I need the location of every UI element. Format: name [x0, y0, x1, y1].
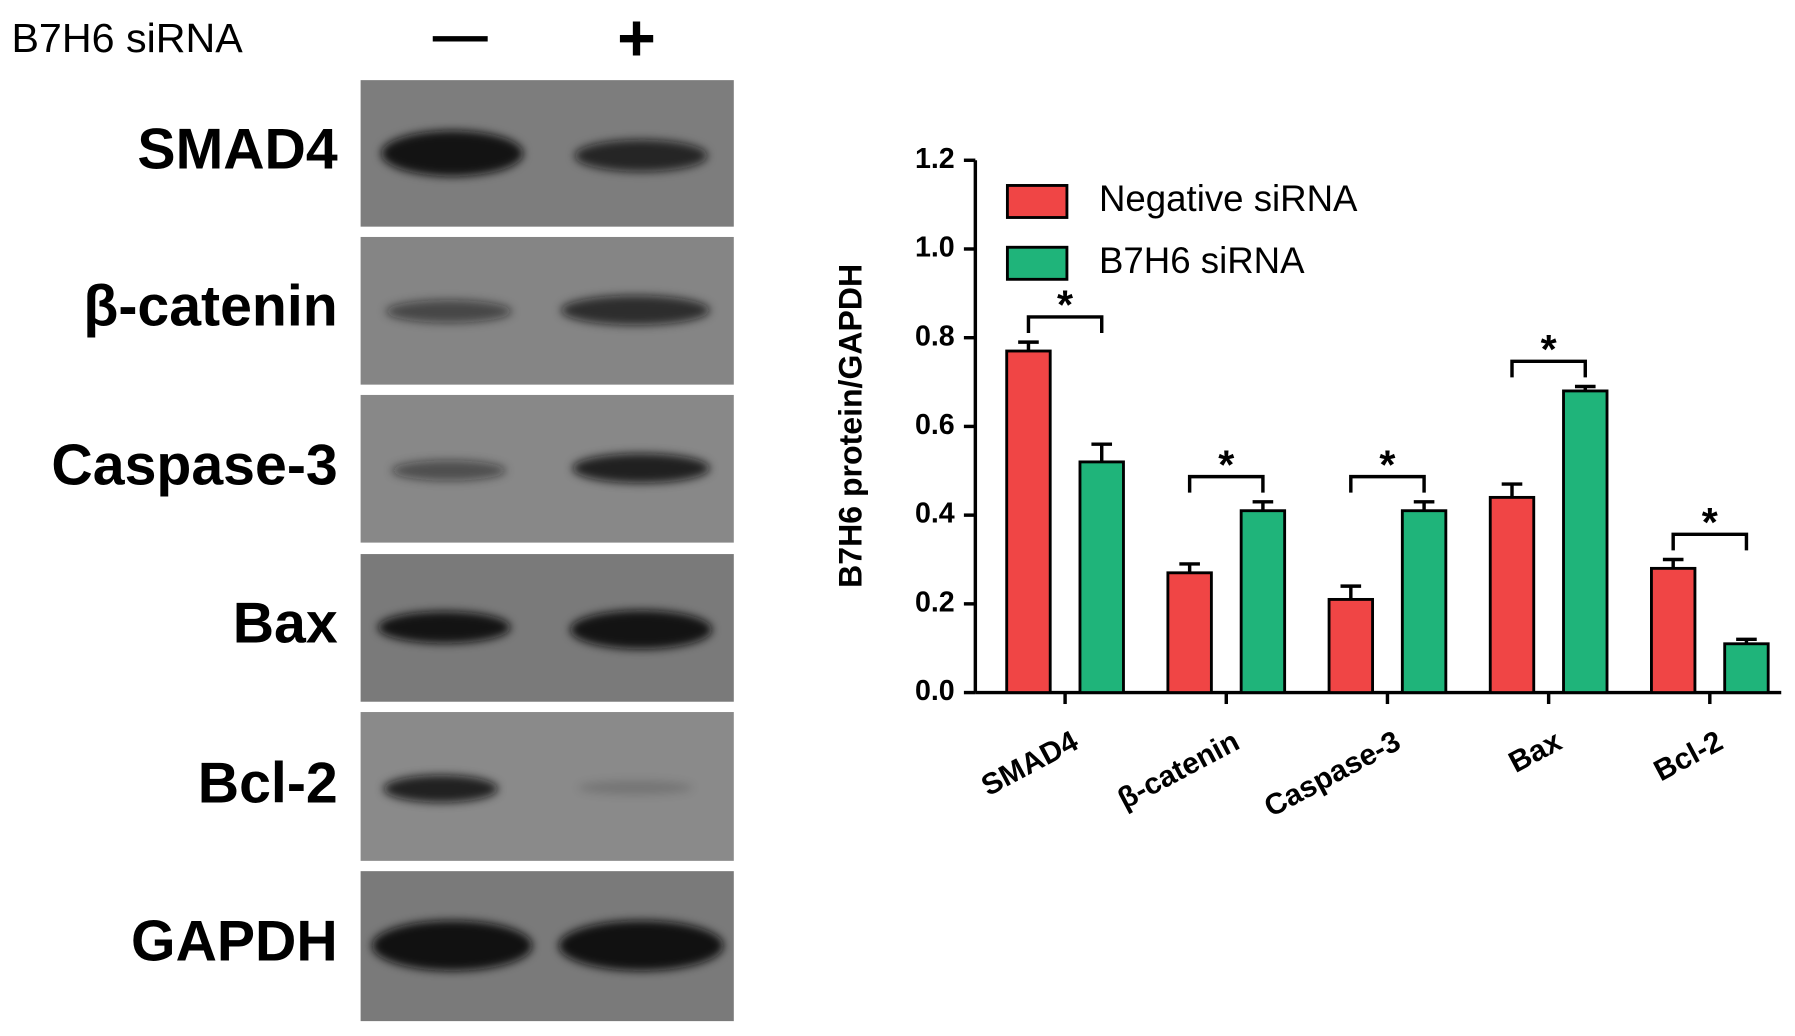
x-tick-label: β-catenin — [1112, 725, 1244, 816]
significance-star: * — [1379, 441, 1395, 487]
band — [578, 780, 693, 795]
blot-row-label: Bax — [233, 591, 338, 655]
legend-label: B7H6 siRNA — [1099, 240, 1305, 281]
band — [377, 611, 511, 644]
significance-star: * — [1541, 326, 1557, 372]
bar — [1239, 509, 1287, 695]
significance-bracket — [1187, 474, 1265, 493]
blot-row-label: Bcl-2 — [198, 752, 338, 816]
significance-star: * — [1218, 441, 1234, 487]
significance-star: * — [1057, 282, 1073, 328]
y-tick-label: 1.2 — [915, 143, 955, 175]
band — [372, 920, 533, 971]
band — [570, 610, 713, 650]
blot-row-label: GAPDH — [131, 910, 338, 974]
x-tick-label: Bax — [1503, 724, 1567, 779]
blot-row-label: Caspase-3 — [51, 433, 337, 497]
bar — [1327, 597, 1375, 695]
band — [572, 453, 710, 484]
y-tick-label: 0.8 — [915, 320, 955, 352]
lane-label: — — [433, 3, 488, 65]
blot-row-label: SMAD4 — [137, 118, 337, 182]
y-tick-label: 0.6 — [915, 409, 955, 441]
band — [574, 139, 708, 172]
significance-bracket — [1026, 315, 1104, 333]
band — [560, 295, 710, 326]
bar — [1078, 460, 1125, 695]
band — [558, 920, 724, 971]
y-tick-label: 0.0 — [915, 675, 955, 707]
blot-header: B7H6 siRNA — [11, 15, 243, 61]
blot-row-label: β-catenin — [83, 274, 337, 338]
band — [381, 130, 524, 177]
bar — [1562, 389, 1609, 695]
significance-bracket — [1349, 474, 1426, 493]
significance-bracket — [1510, 359, 1587, 378]
x-tick-label: Caspase-3 — [1259, 725, 1406, 824]
bar-chart: B7H6 protein/GAPDH 0.0 0.2 0.4 0.6 0.8 1.0 1.2… — [832, 143, 1782, 824]
bar — [1166, 571, 1213, 695]
blot-bands — [372, 130, 724, 971]
bar — [1488, 495, 1536, 695]
legend-swatch — [1005, 184, 1069, 219]
y-tick-label: 0.4 — [915, 498, 955, 530]
bar — [1005, 349, 1052, 695]
x-tick-label: SMAD4 — [976, 724, 1084, 802]
y-axis-label: B7H6 protein/GAPDH — [832, 264, 868, 588]
bar — [1723, 642, 1770, 695]
band — [385, 299, 512, 323]
bar — [1650, 566, 1697, 695]
y-tick-label: 1.0 — [915, 232, 955, 264]
significance-bracket — [1671, 532, 1749, 551]
band — [391, 460, 506, 481]
x-tick-label: Bcl-2 — [1649, 725, 1729, 788]
legend-label: Negative siRNA — [1099, 178, 1358, 219]
western-blot: B7H6 siRNA — + SMAD4 β-catenin Caspase-3 Ba… — [11, 2, 734, 1022]
significance-star: * — [1702, 499, 1718, 545]
band — [383, 774, 498, 803]
lane-label: + — [617, 2, 656, 76]
bar — [1400, 509, 1448, 695]
y-tick-label: 0.2 — [915, 586, 955, 618]
blot-row-labels: SMAD4 β-catenin Caspase-3 Bax Bcl-2 GAPDH — [51, 118, 337, 974]
legend-swatch — [1005, 245, 1069, 281]
